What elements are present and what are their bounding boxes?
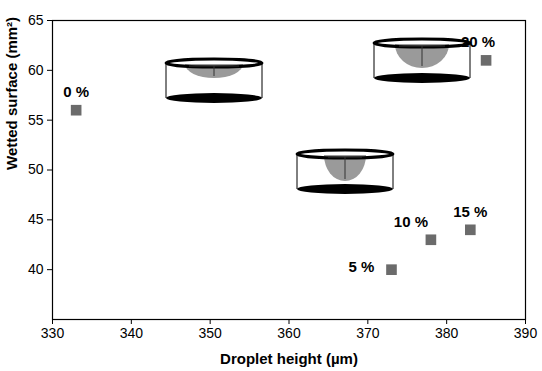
svg-text:10 %: 10 %	[394, 213, 428, 230]
svg-text:0 %: 0 %	[63, 83, 89, 100]
svg-text:20 %: 20 %	[461, 33, 496, 51]
svg-text:Wetted surface (mm²): Wetted surface (mm²)	[3, 17, 20, 170]
svg-text:65: 65	[28, 12, 44, 28]
svg-text:360: 360	[277, 325, 301, 341]
svg-text:390: 390	[514, 325, 538, 341]
svg-text:15 %: 15 %	[453, 203, 487, 220]
svg-text:60: 60	[28, 62, 44, 78]
svg-text:40: 40	[28, 261, 44, 277]
svg-text:5 %: 5 %	[349, 258, 375, 275]
svg-text:Droplet height (µm): Droplet height (µm)	[220, 350, 358, 367]
svg-text:370: 370	[356, 325, 380, 341]
svg-text:340: 340	[120, 325, 144, 341]
svg-text:330: 330	[41, 325, 65, 341]
svg-text:380: 380	[435, 325, 459, 341]
svg-text:55: 55	[28, 112, 44, 128]
svg-text:50: 50	[28, 161, 44, 177]
svg-text:350: 350	[198, 325, 222, 341]
svg-text:45: 45	[28, 211, 44, 227]
